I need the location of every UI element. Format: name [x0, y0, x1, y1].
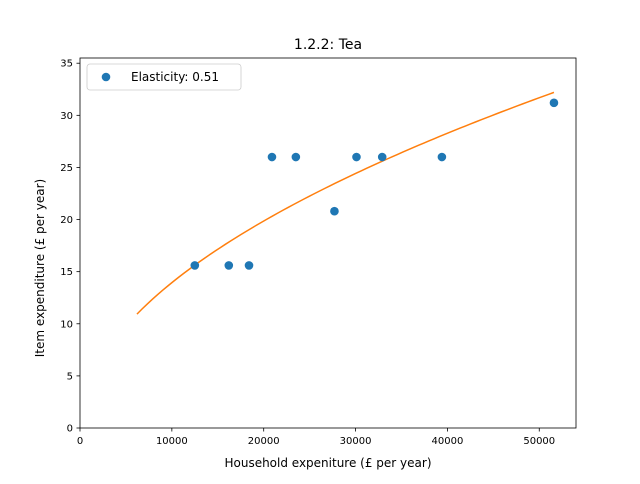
y-tick-label: 35: [60, 59, 73, 70]
x-tick-label: 0: [77, 436, 83, 447]
chart-title: 1.2.2: Tea: [294, 37, 362, 53]
y-tick-label: 25: [60, 163, 73, 174]
plot-area: 0 10000 20000 30000 40000 50000 0 5 10 15 20 25 30 35: [60, 57, 577, 447]
fit-curve: [136, 91, 555, 315]
data-point: [244, 261, 254, 270]
y-tick-label: 10: [60, 319, 73, 330]
x-tick-label: 30000: [340, 436, 372, 447]
axes-frame: [79, 57, 577, 429]
x-tick-label: 40000: [432, 436, 464, 447]
y-tick-label: 15: [60, 267, 73, 278]
legend-label: Elasticity: 0.51: [131, 70, 219, 84]
legend-box: [86, 63, 242, 91]
y-tick-label: 0: [67, 424, 73, 435]
legend: Elasticity: 0.51: [86, 63, 242, 91]
data-point: [549, 98, 559, 108]
y-tick-label: 5: [67, 371, 73, 382]
y-axis-label: Item expenditure (£ per year): [33, 179, 47, 357]
data-point: [267, 152, 277, 162]
data-point: [377, 152, 387, 162]
data-point: [330, 206, 339, 216]
y-tick-label: 20: [60, 215, 73, 226]
legend-marker: [101, 72, 111, 82]
y-tick-label: 30: [60, 111, 73, 122]
x-tick-label: 50000: [523, 436, 555, 447]
x-tick-label: 10000: [156, 436, 188, 447]
data-point: [190, 261, 200, 270]
data-point: [352, 152, 361, 162]
x-axis-label: Household expeniture (£ per year): [224, 456, 431, 470]
data-point: [291, 152, 301, 162]
data-point: [437, 152, 447, 162]
x-tick-label: 20000: [248, 436, 280, 447]
data-point: [224, 261, 234, 270]
